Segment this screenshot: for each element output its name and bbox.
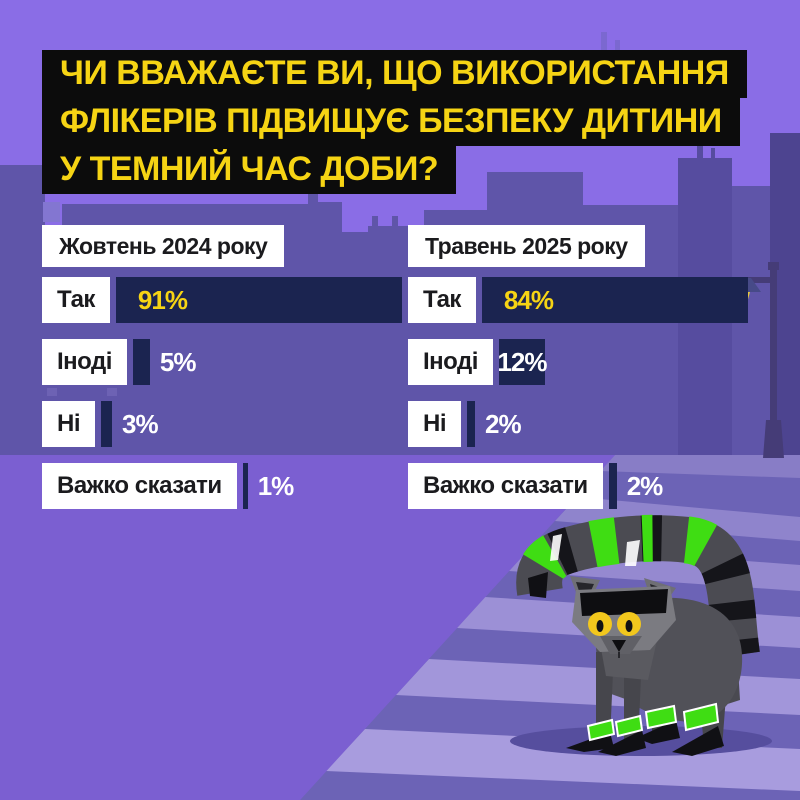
value-bar — [467, 401, 475, 447]
ankle-reflectors — [586, 702, 720, 742]
series-header: Травень 2025 року — [408, 225, 645, 267]
bar-row: Ні 3% — [42, 401, 159, 447]
category-label: Важко сказати — [42, 463, 237, 509]
bar-row: Іноді 5% — [42, 339, 196, 385]
chart-column-oct-2024: Жовтень 2024 року Так 91% Іноді 5% Ні 3% Важко … — [42, 225, 402, 509]
antenna-icon — [601, 32, 620, 52]
bar-row: Так 84% — [408, 277, 748, 323]
value-label: 91% — [137, 284, 188, 315]
category-label: Іноді — [408, 339, 493, 385]
title-line: ЧИ ВВАЖАЄТЕ ВИ, ЩО ВИКОРИСТАННЯ — [42, 50, 747, 98]
value-label: 2% — [626, 470, 664, 501]
category-label: Ні — [42, 401, 95, 447]
value-bar — [242, 463, 248, 509]
bar-row: Так 91% — [42, 277, 402, 323]
category-label: Важко сказати — [408, 463, 603, 509]
bar-row: Іноді 12% — [408, 339, 547, 385]
value-label: 1% — [257, 470, 295, 501]
series-header: Жовтень 2024 року — [42, 225, 285, 267]
bar-row: Ні 2% — [408, 401, 522, 447]
value-label: 5% — [159, 346, 197, 377]
value-label: 3% — [122, 408, 159, 439]
value-label: 84% — [503, 284, 554, 315]
value-bar: 12% — [497, 339, 547, 385]
value-bar — [132, 339, 150, 385]
bar-row: Важко сказати 1% — [42, 463, 295, 509]
title-line: У ТЕМНИЙ ЧАС ДОБИ? — [42, 146, 457, 194]
lemur-mascot — [510, 514, 772, 756]
value-bar — [608, 463, 617, 509]
bar-row: Важко сказати 2% — [408, 463, 664, 509]
value-bar: 91% — [115, 277, 402, 323]
value-label: 2% — [485, 408, 522, 439]
category-label: Так — [42, 277, 110, 323]
title-line: ФЛІКЕРІВ ПІДВИЩУЄ БЕЗПЕКУ ДИТИНИ — [42, 98, 740, 146]
category-label: Іноді — [42, 339, 127, 385]
category-label: Ні — [408, 401, 461, 447]
value-label: 12% — [497, 346, 547, 377]
value-bar: 84% — [481, 277, 748, 323]
page-title: ЧИ ВВАЖАЄТЕ ВИ, ЩО ВИКОРИСТАННЯ ФЛІКЕРІВ… — [42, 50, 747, 194]
lemur-tail — [515, 514, 761, 659]
chart-column-may-2025: Травень 2025 року Так 84% Іноді 12% Ні 2% Важко… — [408, 225, 748, 509]
category-label: Так — [408, 277, 476, 323]
tail-tip — [528, 572, 548, 598]
value-bar — [101, 401, 112, 447]
lemur-head — [570, 576, 676, 658]
